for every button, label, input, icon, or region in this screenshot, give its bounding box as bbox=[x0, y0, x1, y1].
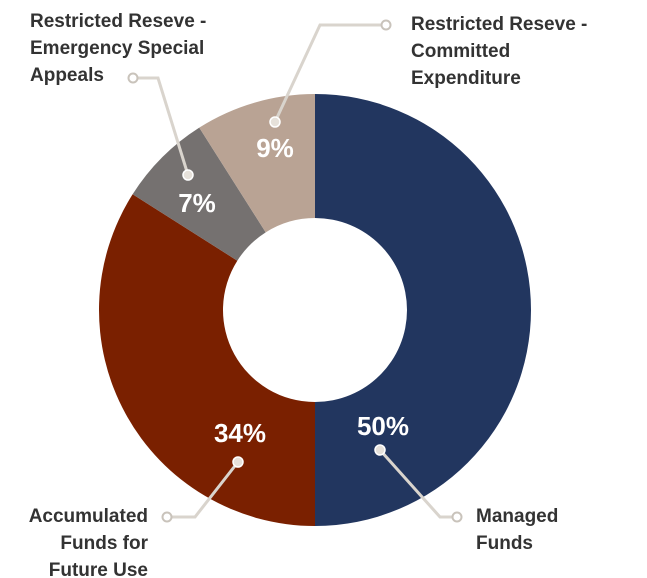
leader-end bbox=[161, 511, 173, 523]
category-label: Accumulated Funds for Future Use bbox=[28, 506, 148, 578]
value-label: 50% bbox=[357, 411, 409, 441]
donut-slice bbox=[199, 94, 315, 233]
leader-line bbox=[167, 461, 240, 519]
leader-line bbox=[273, 23, 386, 123]
leader-dot bbox=[232, 456, 244, 468]
leader-end bbox=[451, 511, 463, 523]
leader-dot bbox=[269, 116, 281, 128]
leader-end bbox=[127, 72, 139, 84]
value-label: 34% bbox=[214, 418, 266, 448]
donut-slice bbox=[315, 94, 531, 526]
leader-end bbox=[380, 19, 392, 31]
leader-dot bbox=[182, 169, 194, 181]
donut-slice bbox=[99, 194, 316, 526]
category-label: Restricted Reseve - Committed Expenditur… bbox=[411, 14, 588, 89]
value-label: 9% bbox=[256, 133, 294, 163]
leader-line bbox=[133, 76, 190, 176]
donut-slice bbox=[132, 127, 266, 261]
leader-dot bbox=[374, 444, 386, 456]
category-label: Restricted Reseve - Emergency Special Ap… bbox=[30, 11, 207, 86]
leader-line bbox=[378, 448, 457, 519]
category-label: Managed Funds bbox=[476, 506, 559, 554]
value-label: 7% bbox=[178, 188, 216, 218]
